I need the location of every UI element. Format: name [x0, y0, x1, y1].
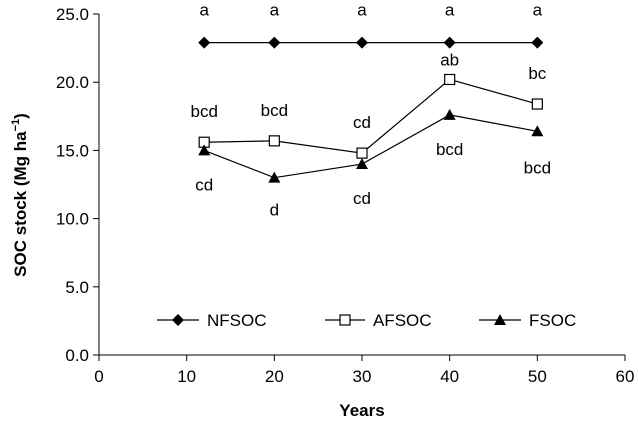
significance-label-nfsoc: a [445, 1, 455, 20]
data-point-nfsoc [443, 36, 456, 49]
significance-label-afsoc: bc [528, 64, 546, 83]
data-point-fsoc [531, 125, 544, 137]
significance-label-afsoc: bcd [261, 101, 288, 120]
x-tick-label: 20 [265, 367, 284, 386]
x-tick-label: 0 [94, 367, 103, 386]
series-markers [198, 36, 544, 183]
significance-label-afsoc: ab [440, 50, 459, 69]
significance-label-fsoc: bcd [436, 140, 463, 159]
data-point-nfsoc [531, 36, 544, 49]
data-point-nfsoc [268, 36, 281, 49]
y-axis-title-close: ) [11, 113, 30, 119]
significance-label-fsoc: bcd [524, 158, 551, 177]
significance-label-afsoc: cd [353, 113, 371, 132]
data-point-afsoc [268, 135, 280, 147]
significance-label-nfsoc: a [199, 1, 209, 20]
data-point-afsoc [444, 73, 456, 86]
legend-label-fsoc: FSOC [529, 311, 576, 330]
data-point-nfsoc [356, 36, 368, 49]
significance-label-nfsoc: a [270, 1, 280, 20]
significance-label-afsoc: bcd [190, 102, 217, 121]
series-lines [203, 42, 538, 179]
data-point-afsoc [531, 98, 543, 110]
significance-labels: a a a a a bcd bcd cd ab bc cd d cd bcd bcd [190, 1, 551, 220]
y-axis-title-main: SOC stock (Mg ha [11, 131, 30, 277]
legend-marker-afsoc [339, 314, 351, 326]
x-tick-label: 30 [353, 367, 372, 386]
significance-label-nfsoc: a [357, 1, 367, 20]
x-tick-label: 50 [528, 367, 547, 386]
y-tick-label: 20.0 [56, 73, 89, 92]
x-tick-label: 10 [177, 367, 196, 386]
significance-label-nfsoc: a [533, 1, 543, 20]
x-tick-label: 60 [616, 367, 635, 386]
significance-label-fsoc: cd [353, 189, 371, 208]
data-point-nfsoc [198, 36, 211, 49]
y-tick-label: 15.0 [56, 141, 89, 160]
y-tick-label: 5.0 [65, 278, 89, 297]
y-axis-title-sup: −1 [10, 119, 22, 132]
data-point-fsoc [356, 158, 368, 170]
significance-label-fsoc: d [270, 201, 279, 220]
legend-label-nfsoc: NFSOC [207, 311, 267, 330]
y-tick-label: 0.0 [65, 346, 89, 365]
legend-marker-nfsoc [172, 314, 184, 326]
data-point-fsoc [268, 171, 281, 183]
y-tick-label: 10.0 [56, 210, 89, 229]
axes: 0 10 20 30 40 50 60 0.0 5.0 10.0 15.0 20.0 25.0 [56, 5, 635, 386]
legend-label-afsoc: AFSOC [373, 311, 432, 330]
x-axis-title: Years [339, 401, 384, 420]
legend-marker-fsoc [494, 314, 506, 325]
data-point-fsoc [443, 108, 456, 120]
significance-label-fsoc: cd [195, 175, 213, 194]
y-tick-label: 25.0 [56, 5, 89, 24]
legend: NFSOC AFSOC FSOC [157, 311, 576, 330]
data-point-afsoc [356, 147, 368, 159]
x-tick-label: 40 [440, 367, 459, 386]
y-axis-title: SOC stock (Mg ha−1) [10, 113, 30, 277]
data-point-fsoc [198, 144, 211, 156]
